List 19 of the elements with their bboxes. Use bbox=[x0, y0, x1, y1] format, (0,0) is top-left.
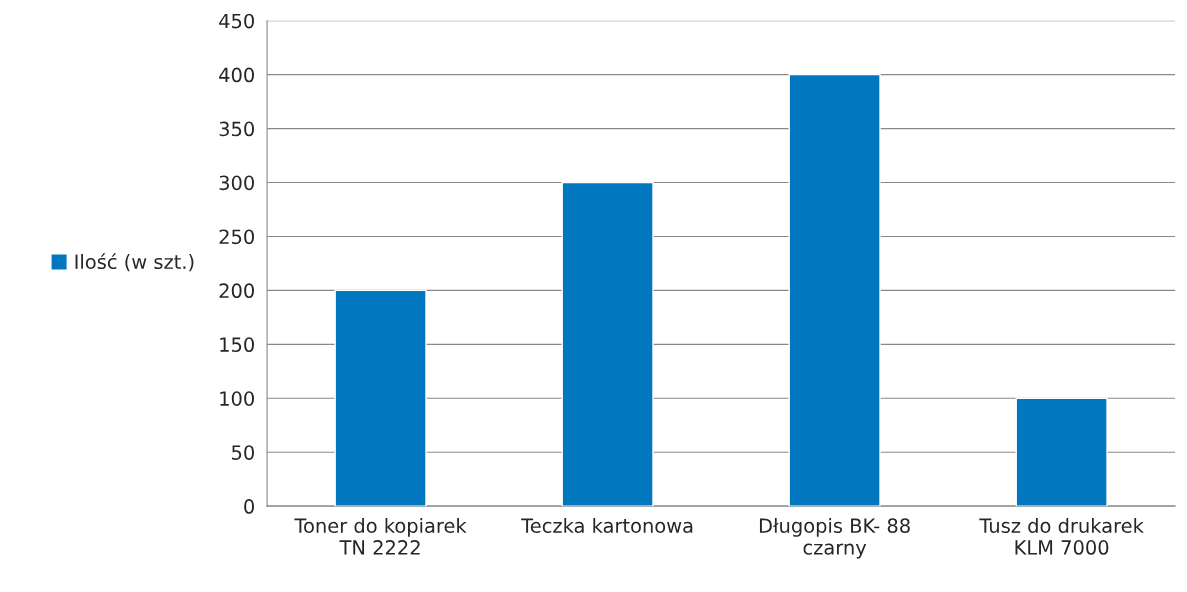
x-tick-label: Teczka kartonowa bbox=[521, 517, 693, 534]
y-tick-label: 200 bbox=[219, 283, 254, 299]
y-tick-label: 50 bbox=[232, 445, 254, 460]
y-tick-label: 150 bbox=[220, 337, 254, 353]
y-tick-label: 100 bbox=[220, 391, 254, 406]
legend-label: Ilość (w szt.) bbox=[75, 253, 194, 272]
y-tick-label: 250 bbox=[219, 229, 254, 245]
bar bbox=[334, 289, 427, 507]
x-tick-label: Długopis BK- 88 czarny bbox=[759, 517, 910, 559]
x-tick-label: Toner do kopiarek TN 2222 bbox=[294, 517, 467, 555]
y-tick-label: 0 bbox=[244, 499, 254, 514]
bar bbox=[561, 181, 654, 507]
bar bbox=[788, 73, 881, 507]
y-tick-label: 300 bbox=[219, 175, 254, 191]
y-tick-label: 350 bbox=[219, 121, 254, 137]
y-tick-label: 400 bbox=[219, 67, 254, 83]
bar bbox=[1015, 397, 1108, 507]
y-tick-label: 450 bbox=[219, 13, 254, 29]
x-tick-label: Tusz do drukarek KLM 7000 bbox=[979, 517, 1144, 555]
